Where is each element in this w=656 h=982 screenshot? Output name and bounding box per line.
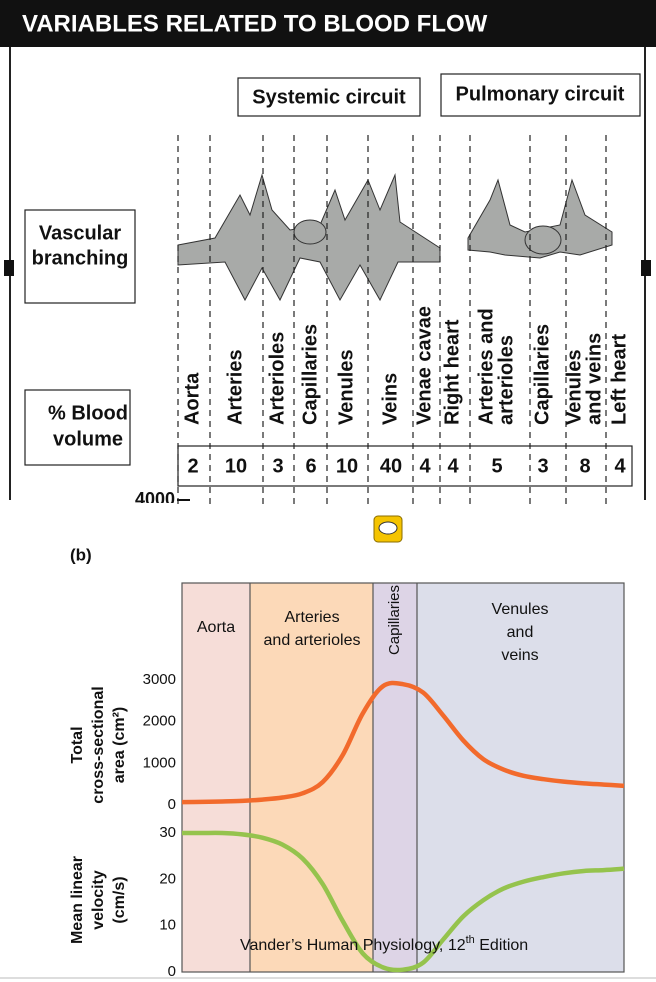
segment-label: Aorta	[181, 372, 203, 425]
y-tick-label: 1000	[143, 754, 176, 771]
y-axis-label: Total	[69, 726, 86, 763]
row-label: volume	[53, 428, 123, 450]
y-tick-label: 2000	[143, 713, 176, 730]
chart: Aorta Arteries and arterioles Capillaries Ve…	[181, 582, 625, 973]
y-tick-label: 20	[159, 870, 176, 887]
comment-icon-bubble	[378, 521, 398, 535]
y-tick-label: 30	[159, 824, 176, 841]
y-tick-label: 3000	[143, 671, 176, 688]
volume-value: 40	[380, 455, 402, 477]
cutoff	[0, 503, 656, 533]
y-axis-label: area (cm²)	[111, 707, 128, 783]
region-label: and	[507, 624, 534, 641]
panel-label: (b)	[70, 545, 92, 564]
plot-frame	[181, 582, 625, 973]
y-tick-label: 0	[168, 796, 176, 813]
segment-label: Capillaries	[531, 324, 553, 425]
region	[250, 583, 373, 972]
credit-text: Vander’s Human Physiology, 12	[240, 937, 466, 954]
segment-label: Capillaries	[299, 324, 321, 425]
region-label: Capillaries	[386, 585, 403, 655]
y-tick-label: 10	[159, 917, 176, 934]
volume-value: 10	[336, 455, 358, 477]
data-line	[181, 830, 625, 973]
segment-label: Venae cavae	[413, 306, 435, 425]
segment-label: Arteries and	[475, 308, 497, 425]
segment-label: Veins	[379, 373, 401, 425]
y-axis-label: velocity	[90, 870, 107, 930]
y-axis-label: (cm/s)	[111, 876, 128, 923]
region	[373, 583, 417, 972]
credit-tail: Edition	[475, 937, 528, 954]
volume-value: 4	[614, 455, 626, 477]
volume-value: 4	[419, 455, 431, 477]
volume-value: 2	[187, 455, 198, 477]
segment-label: and veins	[583, 333, 605, 425]
row-label: % Blood	[48, 402, 128, 424]
volume-row	[177, 445, 633, 487]
volume-value: 3	[272, 455, 283, 477]
segment-label: Left heart	[608, 334, 630, 425]
y-axis-label: Mean linear	[69, 856, 86, 944]
segment-label: Venules	[335, 349, 357, 425]
circuit-box	[440, 73, 641, 117]
circuit-label: Systemic circuit	[252, 86, 406, 108]
circuit-label: Pulmonary circuit	[456, 83, 625, 105]
credit: Vander’s Human Physiology, 12th Edition	[240, 934, 528, 954]
region	[182, 583, 250, 972]
segment-label: arterioles	[495, 335, 517, 425]
row-label: Vascular	[39, 222, 122, 244]
vascular-drawing	[177, 173, 613, 302]
segment-label: Right heart	[441, 319, 463, 425]
volume-value: 3	[537, 455, 548, 477]
segment-label: Arterioles	[266, 332, 288, 425]
volume-value: 10	[225, 455, 247, 477]
volume-value: 4	[447, 455, 459, 477]
volume-value: 6	[305, 455, 316, 477]
row-label: branching	[32, 247, 129, 269]
segment-label: Arteries	[224, 349, 246, 425]
row-label-box	[24, 209, 136, 304]
region	[417, 583, 624, 972]
y-axis-label: cross-sectional	[90, 686, 107, 803]
header-bar	[0, 0, 656, 47]
region-label: Venules	[492, 601, 549, 618]
y-tick-label: 0	[168, 963, 176, 980]
volume-value: 8	[579, 455, 590, 477]
volume-value: 5	[491, 455, 502, 477]
region-label: Arteries	[284, 609, 339, 626]
marker	[4, 260, 14, 276]
region-label: and arterioles	[264, 632, 361, 649]
row-label-box	[24, 389, 131, 466]
header-title: VARIABLES RELATED TO BLOOD FLOW	[22, 10, 488, 37]
region-label: veins	[501, 647, 538, 664]
data-line	[181, 680, 625, 805]
region-label: Aorta	[197, 619, 235, 636]
circuit-box	[237, 77, 421, 117]
marker	[641, 260, 651, 276]
segment-label: Venules	[563, 349, 585, 425]
credit-sup: th	[466, 934, 475, 946]
